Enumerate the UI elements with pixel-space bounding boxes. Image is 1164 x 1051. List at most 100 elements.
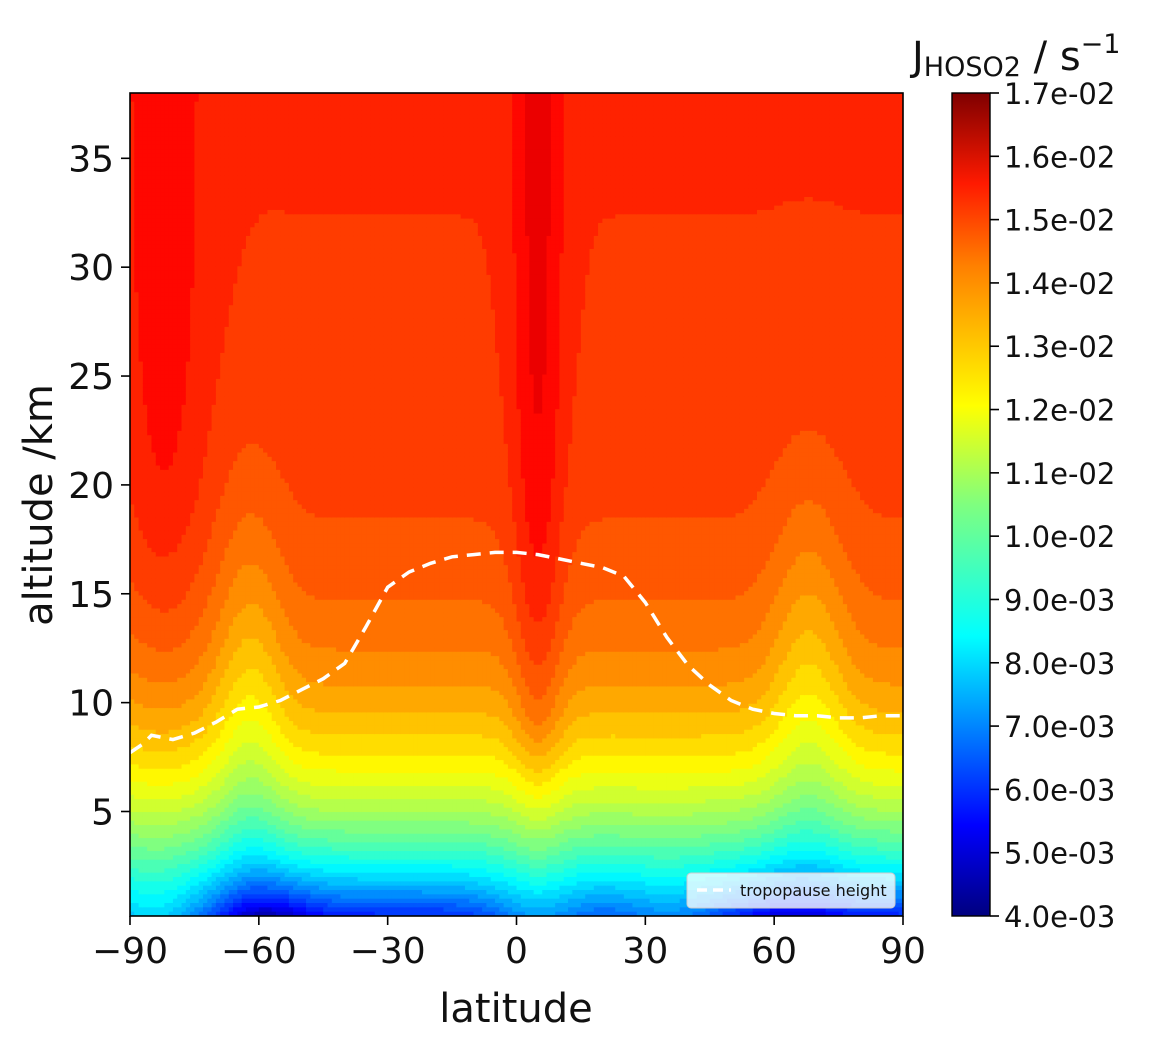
- contour-cell: [237, 192, 243, 198]
- contour-cell: [168, 677, 174, 683]
- contour-cell: [224, 547, 230, 553]
- contour-cell: [142, 248, 148, 254]
- contour-cell: [168, 261, 174, 267]
- contour-cell: [215, 331, 221, 337]
- contour-cell: [233, 790, 238, 796]
- contour-cell: [177, 205, 183, 211]
- contour-cell: [185, 149, 191, 155]
- contour-cell: [151, 209, 157, 215]
- contour-cell: [172, 231, 178, 237]
- contour-cell: [177, 322, 183, 328]
- contour-cell: [211, 495, 217, 501]
- contour-cell: [130, 825, 135, 830]
- contour-cell: [142, 261, 148, 267]
- contour-cell: [164, 322, 170, 328]
- contour-cell: [151, 235, 157, 241]
- contour-cell: [194, 417, 200, 423]
- contour-cell: [138, 669, 144, 675]
- contour-cell: [207, 313, 213, 319]
- contour-cell: [181, 712, 187, 718]
- contour-cell: [147, 634, 153, 640]
- contour-cell: [194, 764, 200, 770]
- contour-cell: [160, 734, 165, 739]
- contour-cell: [155, 660, 161, 666]
- contour-cell: [138, 248, 144, 254]
- contour-cell: [207, 209, 213, 215]
- contour-cell: [155, 764, 161, 770]
- contour-cell: [177, 703, 183, 709]
- contour-cell: [177, 673, 183, 679]
- contour-cell: [164, 751, 170, 757]
- contour-cell: [177, 149, 183, 155]
- contour-cell: [220, 573, 226, 579]
- contour-cell: [138, 469, 144, 475]
- contour-cell: [220, 179, 226, 185]
- contour-cell: [155, 435, 161, 441]
- contour-cell: [185, 660, 191, 666]
- contour-cell: [203, 214, 208, 220]
- contour-cell: [241, 192, 247, 198]
- contour-cell: [142, 595, 148, 601]
- contour-cell: [155, 673, 161, 679]
- contour-cell: [211, 404, 217, 410]
- contour-cell: [215, 188, 221, 194]
- contour-cell: [151, 287, 157, 293]
- contour-cell: [155, 175, 161, 181]
- contour-cell: [185, 283, 191, 289]
- contour-cell: [155, 543, 161, 549]
- contour-cell: [198, 586, 204, 592]
- contour-cell: [190, 448, 196, 454]
- contour-cell: [237, 131, 243, 137]
- contour-cell: [164, 183, 170, 189]
- contour-cell: [134, 309, 140, 315]
- contour-cell: [198, 565, 204, 571]
- contour-cell: [138, 266, 144, 272]
- contour-cell: [142, 287, 148, 293]
- contour-cell: [211, 864, 217, 869]
- contour-cell: [233, 526, 238, 532]
- contour-cell: [211, 157, 217, 163]
- contour-cell: [224, 768, 230, 774]
- contour-cell: [172, 257, 178, 263]
- contour-cell: [138, 383, 144, 389]
- contour-cell: [194, 253, 200, 259]
- contour-cell: [147, 872, 153, 878]
- contour-cell: [207, 773, 213, 778]
- contour-cell: [228, 868, 234, 874]
- contour-cell: [168, 495, 174, 501]
- contour-cell: [130, 556, 135, 562]
- contour-cell: [194, 690, 200, 696]
- contour-cell: [177, 387, 183, 393]
- contour-cell: [177, 890, 183, 895]
- contour-cell: [211, 387, 217, 393]
- contour-cell: [172, 682, 178, 688]
- contour-cell: [142, 803, 148, 809]
- contour-cell: [151, 183, 157, 189]
- contour-cell: [168, 625, 174, 631]
- contour-cell: [215, 205, 221, 211]
- contour-cell: [211, 365, 217, 371]
- contour-cell: [220, 669, 226, 675]
- contour-cell: [228, 123, 234, 129]
- contour-cell: [233, 435, 238, 441]
- contour-cell: [190, 599, 196, 605]
- contour-cell: [228, 894, 234, 900]
- contour-cell: [220, 539, 226, 545]
- contour-cell: [181, 643, 187, 649]
- contour-cell: [203, 378, 208, 384]
- contour-cell: [160, 768, 165, 774]
- contour-cell: [181, 881, 187, 887]
- contour-cell: [203, 361, 208, 367]
- contour-cell: [155, 768, 161, 774]
- contour-cell: [147, 751, 153, 757]
- contour-cell: [211, 344, 217, 350]
- contour-cell: [155, 911, 161, 916]
- contour-cell: [147, 842, 153, 848]
- contour-cell: [151, 374, 157, 380]
- contour-cell: [181, 335, 187, 341]
- contour-cell: [142, 474, 148, 480]
- contour-cell: [207, 261, 213, 267]
- contour-cell: [155, 634, 161, 640]
- contour-cell: [155, 569, 161, 575]
- contour-cell: [220, 292, 226, 298]
